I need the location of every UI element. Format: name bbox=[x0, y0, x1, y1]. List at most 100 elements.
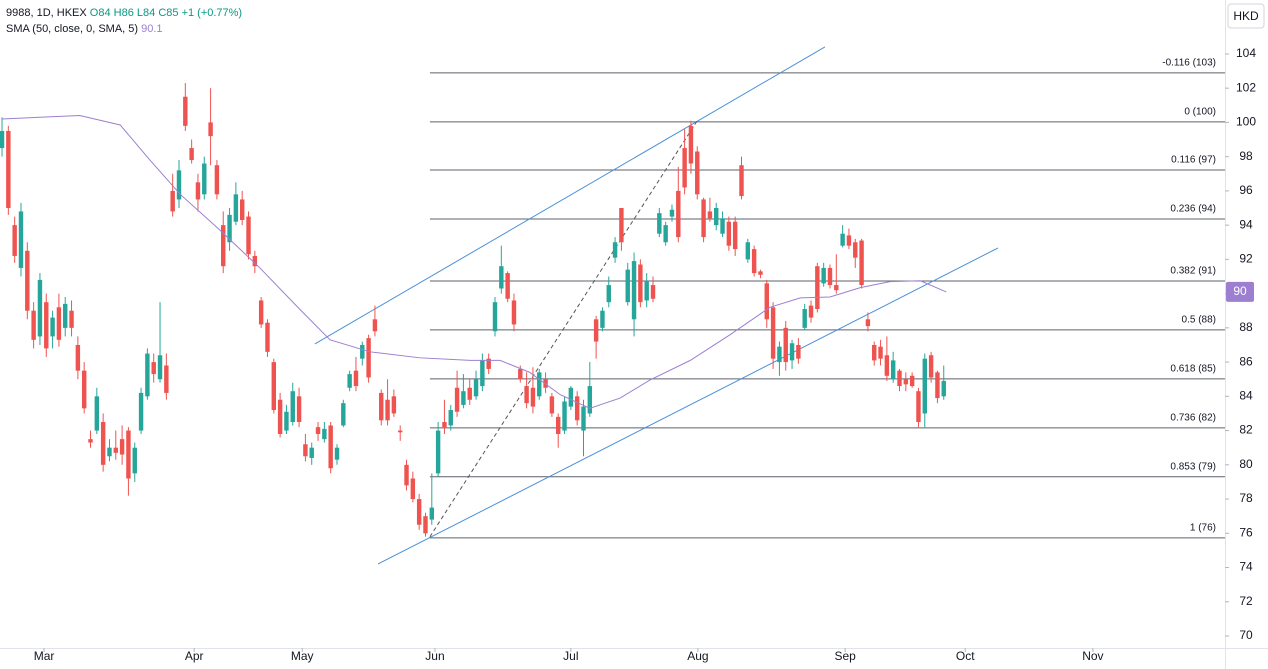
candle-body bbox=[328, 425, 333, 469]
candle-body bbox=[663, 225, 668, 243]
candle-body bbox=[524, 386, 529, 404]
candle-body bbox=[846, 235, 852, 246]
candle-body bbox=[94, 396, 100, 431]
y-tick-label: 104 bbox=[1236, 46, 1256, 60]
candle-body bbox=[113, 447, 118, 453]
low: L84 bbox=[137, 7, 155, 19]
candle-body bbox=[593, 319, 599, 342]
candle-body bbox=[878, 346, 883, 359]
candle-body bbox=[246, 216, 251, 255]
candle-body bbox=[176, 170, 182, 200]
y-tick-label: 92 bbox=[1239, 252, 1253, 266]
candle-body bbox=[391, 396, 397, 414]
candle-body bbox=[233, 194, 239, 222]
candle-body bbox=[884, 355, 890, 376]
y-tick-label: 96 bbox=[1239, 183, 1253, 197]
candle-body bbox=[410, 478, 416, 500]
fib-label: 0.5 (88) bbox=[1182, 315, 1216, 326]
candle-body bbox=[202, 163, 207, 195]
x-tick-label: May bbox=[291, 649, 314, 663]
candle-body bbox=[69, 310, 74, 328]
fib-label: -0.116 (103) bbox=[1162, 58, 1216, 69]
candle-body bbox=[796, 344, 801, 359]
candle-body bbox=[789, 343, 795, 361]
candle-body bbox=[416, 499, 422, 525]
candle-body bbox=[720, 218, 725, 234]
candle-body bbox=[587, 386, 593, 414]
candle-body bbox=[600, 310, 605, 328]
candle-body bbox=[770, 307, 776, 359]
y-tick-label: 86 bbox=[1239, 354, 1253, 368]
candle-body bbox=[0, 130, 5, 149]
candle-body bbox=[31, 310, 36, 340]
candle-body bbox=[454, 387, 460, 412]
candle-body bbox=[360, 344, 365, 359]
candle-body bbox=[239, 199, 245, 220]
candle-body bbox=[467, 387, 472, 400]
fib-trend-line bbox=[429, 120, 698, 537]
candle-body bbox=[650, 285, 656, 299]
change: +1 (+0.77%) bbox=[182, 7, 243, 19]
candle-body bbox=[783, 327, 788, 363]
candle-body bbox=[214, 165, 220, 195]
candle-body bbox=[808, 305, 814, 318]
high: H86 bbox=[114, 7, 134, 19]
candle-body bbox=[890, 360, 896, 380]
sma-name: SMA (50, close, 0, SMA, 5) bbox=[6, 23, 138, 35]
candle-body bbox=[732, 221, 738, 250]
candle-body bbox=[322, 428, 327, 440]
candle-body bbox=[56, 307, 62, 340]
candle-body bbox=[562, 401, 567, 431]
y-tick-label: 76 bbox=[1239, 525, 1253, 539]
currency-box[interactable] bbox=[1227, 3, 1265, 29]
candle-body bbox=[537, 372, 542, 397]
candle-body bbox=[195, 182, 201, 200]
candle-body bbox=[480, 360, 485, 387]
y-tick-label: 88 bbox=[1239, 320, 1253, 334]
candle-body bbox=[707, 211, 713, 219]
candle-body bbox=[334, 447, 340, 460]
candle-body bbox=[486, 358, 491, 369]
candle-body bbox=[435, 430, 441, 474]
candle-body bbox=[37, 279, 43, 337]
y-tick-label: 82 bbox=[1239, 423, 1253, 437]
price-badge-label: 90 bbox=[1233, 284, 1247, 298]
candle-body bbox=[821, 267, 826, 284]
candle-body bbox=[227, 214, 232, 243]
candle-body bbox=[309, 447, 314, 458]
y-tick-label: 102 bbox=[1236, 80, 1256, 94]
candle-body bbox=[574, 396, 580, 421]
candle-body bbox=[530, 387, 536, 407]
candle-body bbox=[385, 399, 390, 421]
candle-body bbox=[859, 240, 864, 286]
x-tick-label: Jul bbox=[563, 649, 578, 663]
y-tick-label: 94 bbox=[1239, 217, 1253, 231]
y-tick-label: 72 bbox=[1239, 594, 1253, 608]
candle-body bbox=[347, 374, 352, 388]
candle-body bbox=[682, 148, 687, 188]
candle-body bbox=[853, 242, 858, 258]
candle-body bbox=[132, 447, 137, 474]
candle-body bbox=[164, 365, 169, 393]
candle-body bbox=[473, 379, 479, 397]
currency: HKD bbox=[1233, 9, 1259, 23]
fib-label: 1 (76) bbox=[1190, 523, 1216, 534]
candle-body bbox=[461, 391, 466, 405]
y-tick-label: 70 bbox=[1239, 628, 1253, 642]
candle-body bbox=[258, 300, 264, 325]
candle-body bbox=[107, 447, 112, 457]
candle-body bbox=[290, 391, 295, 423]
candle-body bbox=[764, 283, 769, 320]
trend-line bbox=[377, 247, 999, 565]
candle-body bbox=[126, 430, 131, 479]
candle-body bbox=[151, 362, 156, 375]
candle-body bbox=[581, 406, 586, 431]
candle-body bbox=[44, 302, 49, 349]
candle-body bbox=[63, 303, 68, 328]
candle-body bbox=[802, 309, 807, 328]
candle-body bbox=[404, 464, 409, 486]
fib-label: 0.853 (79) bbox=[1170, 461, 1216, 472]
trend-line bbox=[314, 46, 826, 345]
candle-body bbox=[644, 281, 649, 301]
candle-body bbox=[751, 249, 757, 274]
